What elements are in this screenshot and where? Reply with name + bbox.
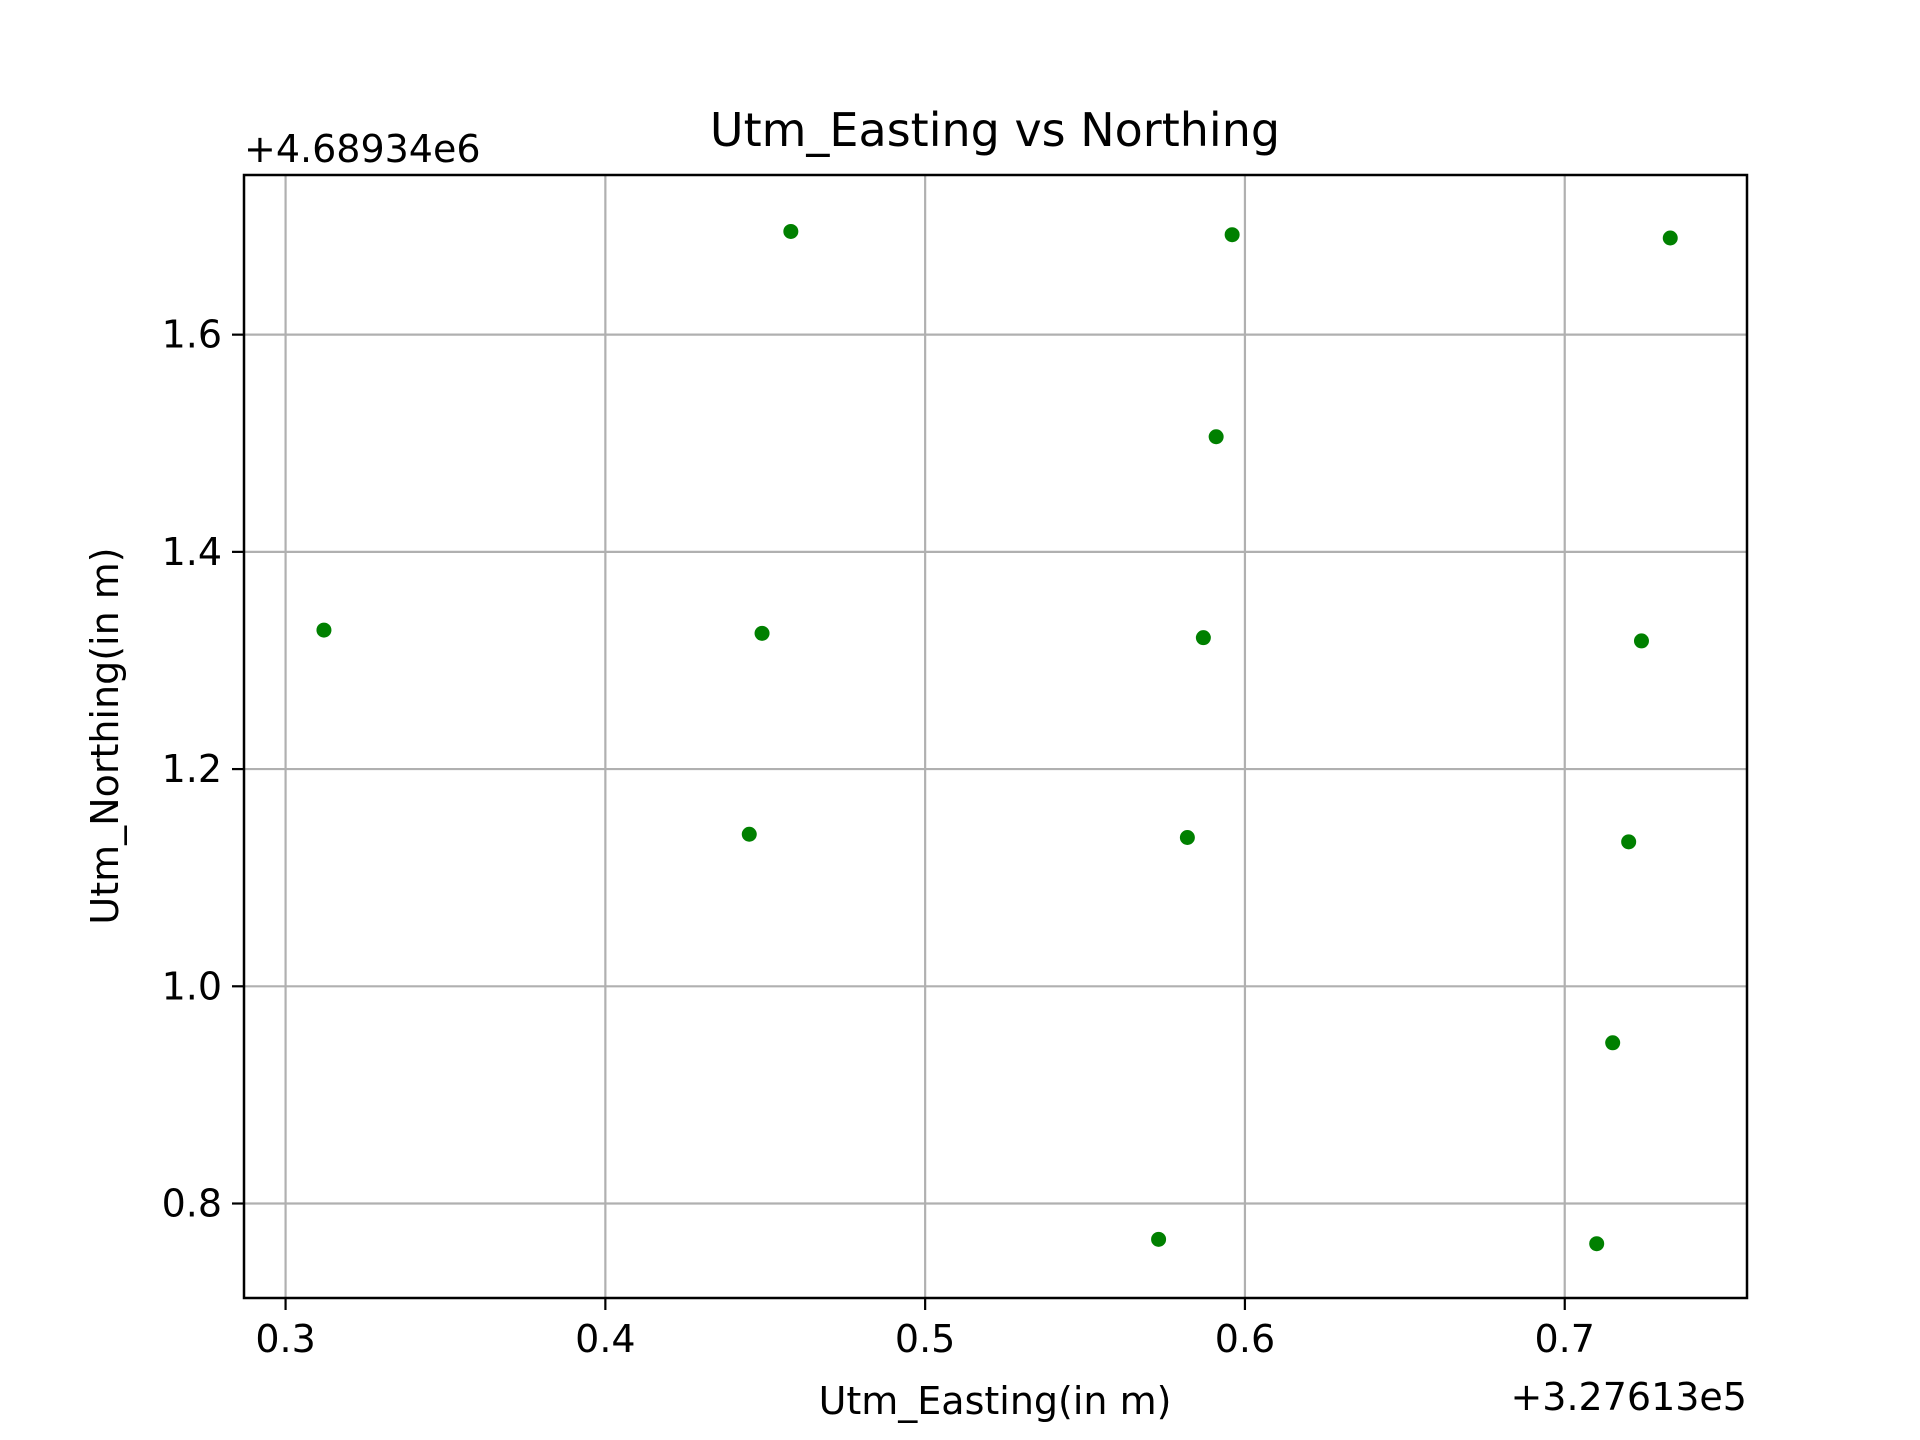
data-point (754, 625, 770, 641)
chart-title: Utm_Easting vs Northing (710, 103, 1280, 157)
x-axis-title: Utm_Easting(in m) (819, 1379, 1172, 1423)
axis-ticks: 0.3 0.4 0.5 0.6 0.7 0.8 1.0 1.2 1.4 1.6 (162, 313, 1595, 1361)
x-tick-label: 0.3 (255, 1317, 315, 1361)
data-point (316, 622, 332, 638)
data-point (1151, 1231, 1167, 1247)
data-point (1224, 227, 1240, 243)
data-point (1662, 230, 1678, 246)
y-axis-title: Utm_Northing(in m) (83, 547, 127, 924)
data-point (741, 826, 757, 842)
data-point (783, 223, 799, 239)
x-offset-label: +3.27613e5 (1510, 1375, 1747, 1419)
data-point (1179, 830, 1195, 846)
data-point (1208, 429, 1224, 445)
data-point (1621, 834, 1637, 850)
x-tick-label: 0.6 (1215, 1317, 1275, 1361)
x-tick-label: 0.5 (895, 1317, 955, 1361)
data-point (1195, 630, 1211, 646)
grid-lines (244, 175, 1747, 1298)
x-tick-label: 0.4 (575, 1317, 635, 1361)
data-point (1605, 1035, 1621, 1051)
y-tick-label: 0.8 (162, 1182, 222, 1226)
y-offset-label: +4.68934e6 (244, 127, 481, 171)
y-tick-label: 1.4 (162, 530, 222, 574)
y-tick-label: 1.2 (162, 747, 222, 791)
y-tick-label: 1.6 (162, 313, 222, 357)
data-point (1633, 633, 1649, 649)
y-tick-label: 1.0 (162, 964, 222, 1008)
plot-frame (242, 173, 1749, 1300)
x-tick-label: 0.7 (1535, 1317, 1595, 1361)
data-point (1589, 1236, 1605, 1252)
data-points (316, 223, 1678, 1252)
